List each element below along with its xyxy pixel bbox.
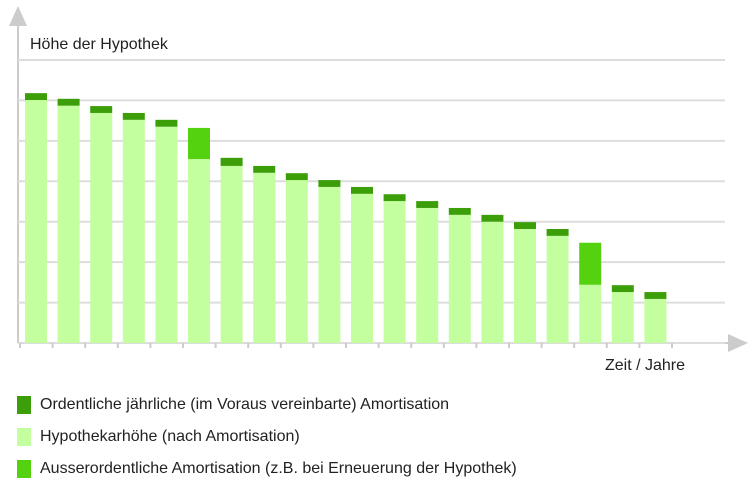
y-axis-arrow <box>9 6 27 26</box>
bar-segment <box>285 180 308 343</box>
bar-segment <box>285 173 308 181</box>
bar-segment <box>220 157 243 166</box>
bar-segment <box>57 105 80 343</box>
bar-segment <box>188 159 210 343</box>
bar-segment <box>611 292 634 343</box>
bar-segment <box>579 242 602 285</box>
bar-segment <box>188 127 210 160</box>
legend-swatch <box>17 460 31 478</box>
bar-segment <box>318 186 341 343</box>
bar-segment <box>351 193 373 343</box>
x-axis-label: Zeit / Jahre <box>605 357 685 374</box>
bar-segment <box>253 165 276 173</box>
bar-segment <box>611 285 634 293</box>
bar-segment <box>383 201 406 343</box>
bar-segment <box>25 100 47 343</box>
bar-segment <box>546 228 569 236</box>
bar-segment <box>90 106 113 113</box>
bar-segment <box>25 93 47 101</box>
bar-segment <box>579 284 602 343</box>
bar-segment <box>220 165 243 343</box>
bar-segment <box>57 98 80 106</box>
x-axis-arrow <box>728 334 748 352</box>
legend-swatch <box>17 396 31 414</box>
bar-segment <box>318 180 341 187</box>
bar-segment <box>644 292 667 299</box>
bar-segment <box>416 201 439 208</box>
legend-label: Ausserordentliche Amortisation (z.B. bei… <box>40 460 517 477</box>
bar-segment <box>122 112 145 120</box>
bar-segment <box>416 207 439 343</box>
bar-segment <box>253 172 276 343</box>
bar-segment <box>448 214 471 343</box>
bar-segment <box>351 186 373 194</box>
bar-segment <box>644 298 667 343</box>
bar-segment <box>122 119 145 343</box>
bar-segment <box>514 228 536 343</box>
bar-segment <box>481 221 504 343</box>
bar-segment <box>155 119 178 127</box>
bar-segment <box>546 235 569 343</box>
y-axis-label: Höhe der Hypothek <box>30 36 169 53</box>
bar-segment <box>383 194 406 202</box>
bar-segment <box>155 126 178 343</box>
legend-label: Ordentliche jährliche (im Voraus vereinb… <box>40 396 449 413</box>
bar-segment <box>90 112 113 343</box>
bar-segment <box>481 214 504 222</box>
bar-segment <box>514 222 536 229</box>
legend-label: Hypothekarhöhe (nach Amortisation) <box>40 428 300 445</box>
bar-segment <box>448 207 471 215</box>
legend-swatch <box>17 428 31 446</box>
